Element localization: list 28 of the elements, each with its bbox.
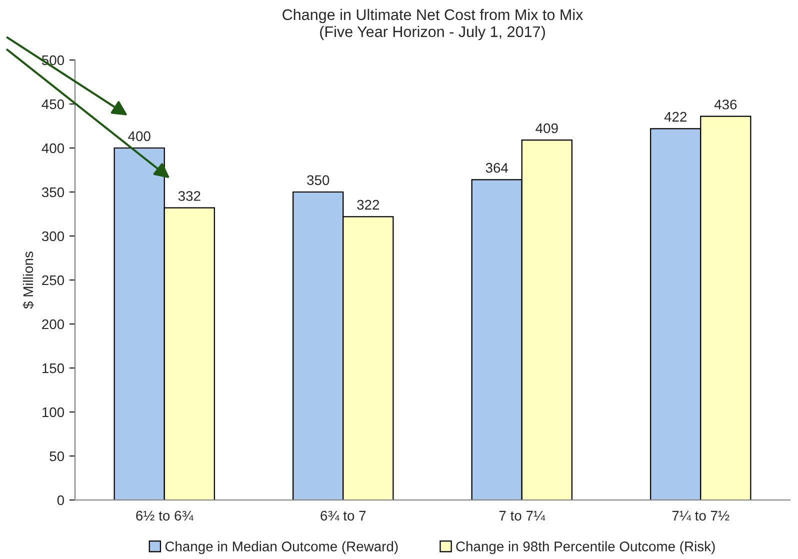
data-label: 364 <box>486 162 508 173</box>
y-tick-label: 100 <box>42 407 64 418</box>
legend-label: Change in 98th Percentile Outcome (Risk) <box>456 541 715 554</box>
data-label: 436 <box>714 100 737 110</box>
y-tick-label: 50 <box>50 451 64 462</box>
chart-title: Change in Ultimate Net Cost from Mix to Mix <box>282 8 584 24</box>
data-label: 332 <box>178 191 200 201</box>
y-tick-label: 200 <box>42 319 64 330</box>
y-tick-label: 500 <box>42 55 64 66</box>
y-axis-title: $ Millions <box>22 252 34 309</box>
data-label: 400 <box>128 131 150 142</box>
y-tick-label: 300 <box>42 231 64 242</box>
x-tick-label: 7 to 7¼ <box>499 510 546 521</box>
y-tick-label: 350 <box>42 187 64 198</box>
data-label: 422 <box>664 112 686 122</box>
y-tick-label: 450 <box>42 99 64 110</box>
y-tick-label: 150 <box>42 363 64 374</box>
y-tick-label: 0 <box>57 495 64 506</box>
data-label: 350 <box>307 175 330 186</box>
legend-label: Change in Median Outcome (Reward) <box>165 541 398 554</box>
x-tick-label: 6½ to 6¾ <box>136 510 194 521</box>
y-tick-label: 400 <box>42 143 64 154</box>
y-tick-label: 250 <box>42 275 64 286</box>
x-tick-label: 6¾ to 7 <box>320 510 366 521</box>
data-label: 409 <box>536 123 558 134</box>
data-label: 322 <box>357 200 380 210</box>
chart-subtitle: (Five Year Horizon - July 1, 2017) <box>320 26 545 40</box>
x-tick-label: 7¼ to 7½ <box>672 510 730 521</box>
